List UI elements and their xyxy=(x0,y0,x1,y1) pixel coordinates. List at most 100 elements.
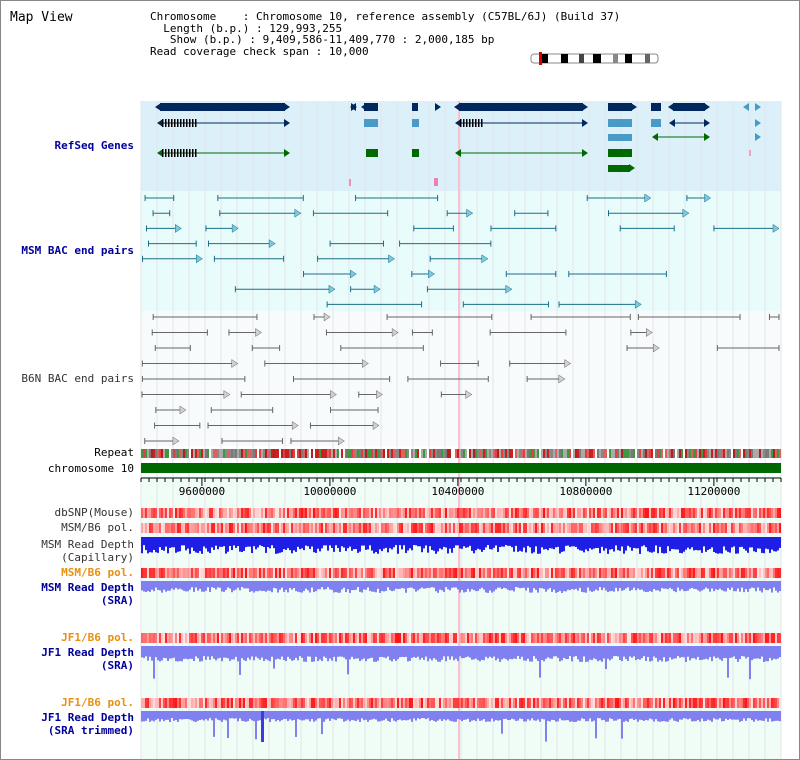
msm-pol-strip-2 xyxy=(751,568,753,578)
msm-pol-strip xyxy=(467,523,469,533)
jf1-depth-trim-bar xyxy=(735,711,737,720)
msm-depth-capillary-bar xyxy=(407,537,409,551)
msm-pol-strip-2 xyxy=(157,568,159,578)
track-label-chromosome[interactable]: chromosome 10 xyxy=(47,462,134,475)
jf1-depth-trim-bar xyxy=(549,711,551,722)
repeat-segment xyxy=(543,449,545,458)
msm-pol-strip-2 xyxy=(571,568,573,578)
msm-depth-capillary-bar xyxy=(629,537,631,548)
jf1-pol-strip-2 xyxy=(185,698,187,708)
msm-pol-strip xyxy=(311,523,313,533)
jf1-pol-strip-2 xyxy=(505,698,507,708)
jf1-pol-strip xyxy=(439,633,441,643)
track-label-dbsnp[interactable]: dbSNP(Mouse) xyxy=(54,506,134,519)
msm-pol-strip xyxy=(521,523,523,533)
jf1-pol-strip-2 xyxy=(641,698,643,708)
jf1-pol-strip-2 xyxy=(435,698,437,708)
track-label-msm-pol-1[interactable]: MSM/B6 pol. xyxy=(61,521,134,534)
jf1-depth-sra-bar xyxy=(749,646,751,680)
track-label-msm-depth-sra-1[interactable]: MSM Read Depth xyxy=(41,581,134,594)
repeat-segment xyxy=(549,449,551,458)
jf1-depth-sra-bar xyxy=(459,646,461,657)
jf1-depth-trim-bar xyxy=(447,711,449,720)
dbsnp-strip xyxy=(197,508,199,518)
jf1-pol-strip xyxy=(233,633,235,643)
jf1-depth-trim-bar xyxy=(271,711,273,720)
jf1-depth-trim-bar xyxy=(487,711,489,722)
msm-depth-sra-bar xyxy=(363,581,365,590)
jf1-pol-strip xyxy=(535,633,537,643)
msm-pol-strip-2 xyxy=(141,568,143,578)
gene-strand xyxy=(755,133,761,141)
jf1-pol-strip xyxy=(675,633,677,643)
dbsnp-strip xyxy=(343,508,345,518)
jf1-depth-trim-bar xyxy=(633,711,635,721)
dbsnp-strip xyxy=(641,508,643,518)
repeat-segment xyxy=(541,449,543,458)
msm-pol-strip-2 xyxy=(413,568,415,578)
msm-depth-sra-bar xyxy=(341,581,343,590)
msm-depth-sra-bar xyxy=(263,581,265,591)
dbsnp-strip xyxy=(363,508,365,518)
track-label-msm-bac[interactable]: MSM BAC end pairs xyxy=(21,244,134,257)
track-label-jf1-depth-sra-1[interactable]: JF1 Read Depth xyxy=(41,646,134,659)
repeat-segment xyxy=(187,449,189,458)
msm-pol-strip-2 xyxy=(767,568,769,578)
dbsnp-strip xyxy=(241,508,243,518)
msm-depth-sra-bar xyxy=(283,581,285,592)
jf1-depth-trim-bar xyxy=(517,711,519,721)
jf1-pol-strip-2 xyxy=(247,698,249,708)
gene-row1-c-exon-block xyxy=(459,103,583,111)
track-label-jf1-pol-2[interactable]: JF1/B6 pol. xyxy=(61,696,134,709)
msm-pol-strip-2 xyxy=(745,568,747,578)
track-label-msm-pol-2[interactable]: MSM/B6 pol. xyxy=(61,566,134,579)
repeat-segment xyxy=(695,449,697,458)
jf1-pol-strip-2 xyxy=(743,698,745,708)
repeat-segment xyxy=(191,449,193,458)
repeat-segment xyxy=(427,449,429,458)
msm-pol-strip xyxy=(481,523,483,533)
jf1-depth-sra-bar xyxy=(415,646,417,658)
msm-depth-sra-bar xyxy=(559,581,561,591)
msm-depth-capillary-bar xyxy=(669,537,671,552)
msm-pol-strip xyxy=(169,523,171,533)
track-label-b6n-bac[interactable]: B6N BAC end pairs xyxy=(21,372,134,385)
dbsnp-strip xyxy=(461,508,463,518)
track-label-jf1-depth-trim-1[interactable]: JF1 Read Depth xyxy=(41,711,134,724)
msm-depth-capillary-bar xyxy=(191,537,193,548)
track-label-msm-depth-cap-1[interactable]: MSM Read Depth xyxy=(41,538,134,551)
dbsnp-strip xyxy=(477,508,479,518)
msm-depth-capillary-bar xyxy=(661,537,663,553)
repeat-segment xyxy=(655,449,657,458)
msm-pol-strip xyxy=(751,523,753,533)
jf1-depth-sra-bar xyxy=(719,646,721,660)
jf1-depth-trim-bar xyxy=(269,711,271,722)
jf1-depth-trim-bar xyxy=(697,711,699,720)
track-label-refseq[interactable]: RefSeq Genes xyxy=(54,139,134,152)
jf1-pol-strip xyxy=(387,633,389,643)
msm-pol-strip xyxy=(141,523,143,533)
msm-pol-strip xyxy=(681,523,683,533)
repeat-segment xyxy=(463,449,465,458)
dbsnp-strip xyxy=(675,508,677,518)
jf1-pol-strip-2 xyxy=(175,698,177,708)
jf1-pol-strip-2 xyxy=(143,698,145,708)
jf1-pol-strip-2 xyxy=(263,698,265,708)
jf1-depth-sra-bar xyxy=(171,646,173,659)
track-label-jf1-pol-1[interactable]: JF1/B6 pol. xyxy=(61,631,134,644)
repeat-segment xyxy=(423,449,425,458)
msm-depth-capillary-bar xyxy=(567,537,569,546)
msm-pol-strip xyxy=(189,523,191,533)
jf1-depth-sra-bar xyxy=(397,646,399,660)
msm-depth-capillary-bar xyxy=(571,537,573,547)
msm-depth-sra-bar xyxy=(717,581,719,590)
jf1-pol-strip xyxy=(493,633,495,643)
msm-depth-sra-bar xyxy=(247,581,249,589)
track-label-repeat[interactable]: Repeat xyxy=(94,446,134,459)
jf1-depth-trim-bar xyxy=(371,711,373,720)
jf1-depth-sra-bar xyxy=(253,646,255,661)
jf1-depth-sra-bar xyxy=(729,646,731,658)
gene-exon xyxy=(195,149,197,157)
gene-strand xyxy=(631,103,637,111)
